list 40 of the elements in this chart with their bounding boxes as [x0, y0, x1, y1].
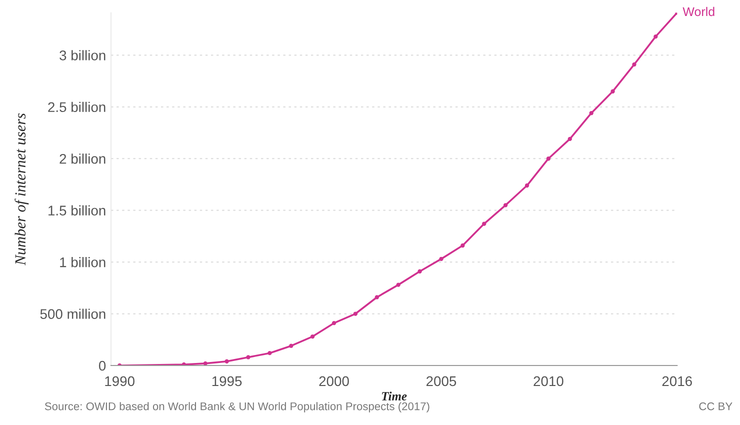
y-tick-label: 2 billion [60, 154, 106, 164]
point [203, 361, 208, 366]
x-tick-label: 2000 [319, 376, 349, 386]
series-label: World [682, 6, 714, 16]
point [610, 89, 615, 94]
y-axis-title: Number of internet users [14, 113, 29, 266]
point [289, 344, 294, 348]
point [546, 156, 551, 161]
point [439, 256, 444, 262]
y-tick-label: 3 billion [60, 50, 106, 60]
point [482, 222, 486, 226]
point [310, 334, 315, 339]
point [353, 312, 358, 316]
x-tick-label: 2005 [426, 376, 456, 386]
text: CC BY [699, 402, 732, 410]
x-tick-label: 1995 [212, 376, 242, 386]
point [418, 269, 422, 274]
y-tick-label: 1 billion [60, 257, 106, 268]
x-tick-label: 1990 [105, 376, 134, 386]
source-note: Source: OWID based on World Bank & UN World Population Prospects (2017) [44, 402, 430, 412]
y-tick-label: 1.5 billion [48, 205, 106, 216]
x-axis-title: Time [382, 392, 407, 400]
x-tick-label: 2016 [662, 376, 692, 386]
y-tick-label: 2.5 billion [48, 102, 106, 112]
point [589, 111, 594, 116]
point [224, 359, 229, 364]
point [374, 295, 379, 300]
point [332, 321, 336, 326]
y-tick-label: 500 million [40, 308, 106, 319]
point [268, 351, 272, 356]
point [524, 183, 530, 188]
y-tick-label: 0 [98, 360, 106, 371]
point [246, 355, 250, 360]
x-tick-label: 2010 [534, 376, 564, 386]
point [396, 282, 400, 287]
point [460, 243, 465, 248]
point [654, 34, 658, 39]
point [632, 62, 636, 67]
point [503, 203, 508, 208]
point [568, 136, 572, 142]
